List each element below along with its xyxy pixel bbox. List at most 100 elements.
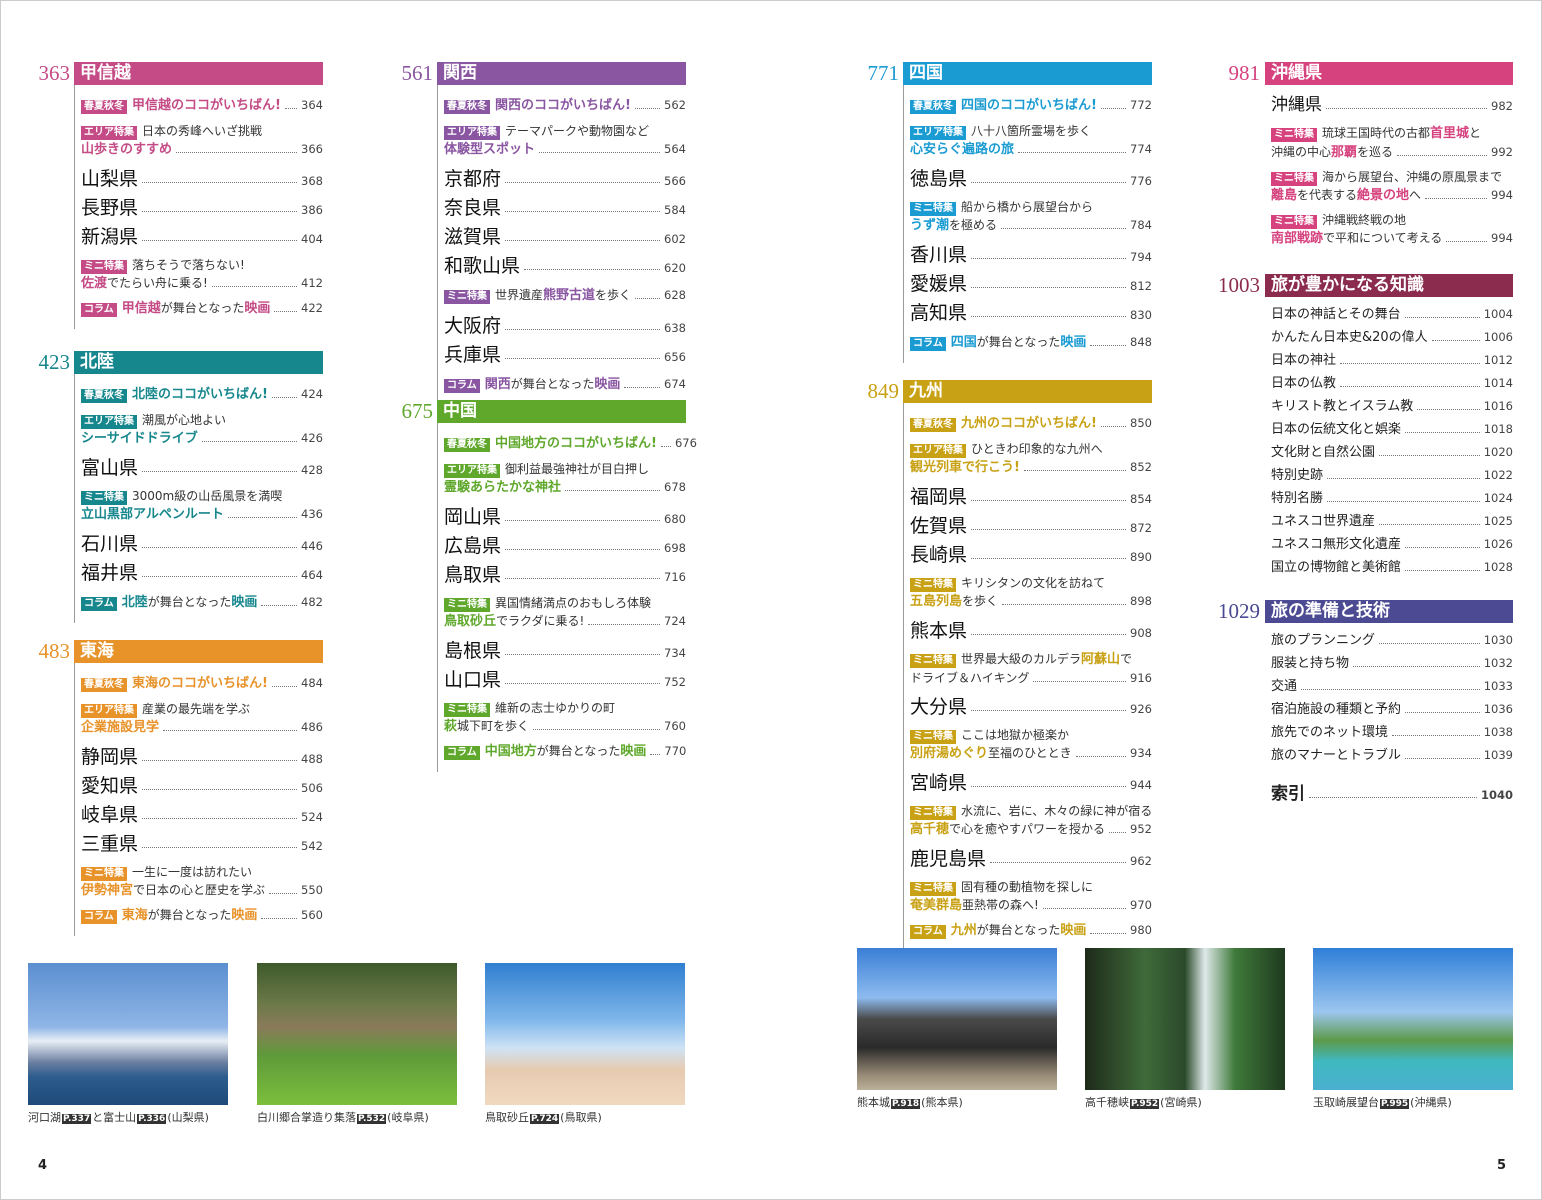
toc-entry[interactable]: コラム 東海 が舞台となった 映画 560: [81, 906, 323, 925]
prefecture-entry[interactable]: 愛媛県 812: [910, 270, 1152, 299]
prefecture-entry[interactable]: 岡山県 680: [444, 503, 686, 532]
toc-entry[interactable]: ユネスコ世界遺産 1025: [1271, 510, 1513, 533]
prefecture-entry[interactable]: 岐阜県 524: [81, 801, 323, 830]
toc-entry[interactable]: ミニ特集 一生に一度は訪れたい 伊勢神宮 で日本の心と歴史を学ぶ 550: [81, 863, 323, 900]
toc-entry[interactable]: コラム 甲信越 が舞台となった 映画 422: [81, 299, 323, 318]
toc-entry[interactable]: ユネスコ無形文化遺産 1026: [1271, 533, 1513, 556]
prefecture-entry[interactable]: 宮崎県 944: [910, 769, 1152, 798]
toc-entry[interactable]: エリア特集 八十八箇所霊場を歩く 心安らぐ遍路の旅 774: [910, 122, 1152, 159]
prefecture-entry[interactable]: 石川県 446: [81, 530, 323, 559]
toc-entry[interactable]: 日本の神話とその舞台 1004: [1271, 303, 1513, 326]
prefecture-entry[interactable]: 和歌山県 620: [444, 252, 686, 281]
section-header[interactable]: 849 九州: [868, 380, 1152, 403]
section-header[interactable]: 1003 旅が豊かになる知識: [1218, 274, 1513, 297]
toc-entry[interactable]: 服装と持ち物 1032: [1271, 652, 1513, 675]
prefecture-entry[interactable]: 山口県 752: [444, 666, 686, 695]
toc-entry[interactable]: 特別名勝 1024: [1271, 487, 1513, 510]
toc-entry[interactable]: エリア特集 産業の最先端を学ぶ 企業施設見学 486: [81, 700, 323, 737]
section-header[interactable]: 981 沖縄県: [1229, 62, 1513, 85]
prefecture-entry[interactable]: 愛知県 506: [81, 772, 323, 801]
prefecture-entry[interactable]: 鹿児島県 962: [910, 845, 1152, 874]
prefecture-entry[interactable]: 高知県 830: [910, 299, 1152, 328]
toc-entry[interactable]: 国立の博物館と美術館 1028: [1271, 556, 1513, 579]
toc-entry[interactable]: ミニ特集 世界最大級のカルデラ 阿蘇山でドライブ＆ハイキング 916: [910, 650, 1152, 687]
toc-entry[interactable]: ミニ特集 落ちそうで落ちない! 佐渡 でたらい舟に乗る! 412: [81, 256, 323, 293]
toc-entry[interactable]: ミニ特集 水流に、岩に、木々の緑に神が宿る 高千穂 で心を癒やすパワーを授かる 952: [910, 802, 1152, 839]
toc-entry[interactable]: 春夏秋冬 北陸のココがいちばん! 424: [81, 385, 323, 404]
prefecture-entry[interactable]: 滋賀県 602: [444, 223, 686, 252]
prefecture-entry[interactable]: 奈良県 584: [444, 194, 686, 223]
toc-entry[interactable]: 春夏秋冬 九州のココがいちばん! 850: [910, 414, 1152, 433]
section-header[interactable]: 423 北陸: [39, 351, 323, 374]
prefecture-entry[interactable]: 三重県 542: [81, 830, 323, 859]
toc-entry[interactable]: 春夏秋冬 四国のココがいちばん! 772: [910, 96, 1152, 115]
toc-entry[interactable]: コラム 中国地方 が舞台となった 映画 770: [444, 742, 686, 761]
toc-entry[interactable]: 春夏秋冬 中国地方のココがいちばん! 676: [444, 434, 697, 453]
toc-entry[interactable]: コラム 四国 が舞台となった 映画 848: [910, 333, 1152, 352]
prefecture-entry[interactable]: 佐賀県 872: [910, 512, 1152, 541]
toc-entry[interactable]: 春夏秋冬 東海のココがいちばん! 484: [81, 674, 323, 693]
prefecture-entry[interactable]: 新潟県 404: [81, 223, 323, 252]
prefecture-entry[interactable]: 長崎県 890: [910, 541, 1152, 570]
prefecture-entry[interactable]: 富山県 428: [81, 454, 323, 483]
section-header[interactable]: 561 関西: [402, 62, 686, 85]
entry-text: 御利益最強神社が目白押し: [505, 462, 650, 476]
toc-entry[interactable]: キリスト教とイスラム教 1016: [1271, 395, 1513, 418]
prefecture-entry[interactable]: 香川県 794: [910, 241, 1152, 270]
prefecture-entry[interactable]: 静岡県 488: [81, 743, 323, 772]
toc-entry[interactable]: 旅先でのネット環境 1038: [1271, 721, 1513, 744]
toc-entry[interactable]: 春夏秋冬 甲信越のココがいちばん! 364: [81, 96, 323, 115]
toc-entry[interactable]: 宿泊施設の種類と予約 1036: [1271, 698, 1513, 721]
entry-title: 奈良県: [444, 197, 502, 219]
toc-entry[interactable]: 旅のプランニング 1030: [1271, 629, 1513, 652]
toc-entry[interactable]: ミニ特集 維新の志士ゆかりの町萩城下町を歩く 760: [444, 699, 686, 736]
toc-entry[interactable]: ミニ特集 キリシタンの文化を訪ねて 五島列島 を歩く 898: [910, 574, 1152, 611]
prefecture-entry[interactable]: 福岡県 854: [910, 483, 1152, 512]
prefecture-entry[interactable]: 京都府 566: [444, 165, 686, 194]
section-header[interactable]: 1029 旅の準備と技術: [1218, 600, 1513, 623]
prefecture-entry[interactable]: 鳥取県 716: [444, 561, 686, 590]
prefecture-entry[interactable]: 徳島県 776: [910, 165, 1152, 194]
toc-entry[interactable]: ミニ特集 沖縄戦終戦の地 南部戦跡 で平和について考える 994: [1271, 211, 1513, 248]
section-header[interactable]: 483 東海: [39, 640, 323, 663]
toc-entry[interactable]: 特別史跡 1022: [1271, 464, 1513, 487]
toc-entry[interactable]: コラム 九州 が舞台となった 映画 980: [910, 921, 1152, 940]
prefecture-entry[interactable]: 大分県 926: [910, 693, 1152, 722]
prefecture-entry[interactable]: 兵庫県 656: [444, 341, 686, 370]
toc-entry[interactable]: ミニ特集 海から展望台、沖縄の原風景まで 離島 を代表する 絶景の地へ 994: [1271, 168, 1513, 205]
toc-entry[interactable]: コラム 北陸 が舞台となった 映画 482: [81, 593, 323, 612]
toc-entry[interactable]: エリア特集 潮風が心地よい シーサイドドライブ 426: [81, 411, 323, 448]
section-header[interactable]: 363 甲信越: [39, 62, 323, 85]
toc-entry[interactable]: ミニ特集 世界遺産 熊野古道 を歩く 628: [444, 286, 686, 305]
toc-entry[interactable]: ミニ特集 琉球王国時代の古都 首里城と沖縄の中心 那覇 を巡る 992: [1271, 124, 1513, 162]
toc-entry[interactable]: 交通 1033: [1271, 675, 1513, 698]
toc-entry[interactable]: ミニ特集 3000m級の山岳風景を満喫 立山黒部アルペンルート 436: [81, 487, 323, 524]
prefecture-entry[interactable]: 福井県 464: [81, 559, 323, 588]
section-header[interactable]: 771 四国: [868, 62, 1152, 85]
prefecture-entry[interactable]: 熊本県 908: [910, 617, 1152, 646]
toc-entry[interactable]: エリア特集 テーマパークや動物園など 体験型スポット 564: [444, 122, 686, 159]
toc-entry[interactable]: エリア特集 日本の秀峰へいざ挑戦 山歩きのすすめ 366: [81, 122, 323, 159]
toc-entry[interactable]: 日本の神社 1012: [1271, 349, 1513, 372]
prefecture-entry[interactable]: 長野県 386: [81, 194, 323, 223]
toc-entry[interactable]: 索引 1040: [1271, 781, 1513, 808]
toc-entry[interactable]: ミニ特集 異国情緒満点のおもしろ体験 鳥取砂丘 でラクダに乗る! 724: [444, 594, 686, 631]
toc-entry[interactable]: 文化財と自然公園 1020: [1271, 441, 1513, 464]
toc-entry[interactable]: ミニ特集 固有種の動植物を探しに 奄美群島 亜熱帯の森へ! 970: [910, 878, 1152, 915]
prefecture-entry[interactable]: 島根県 734: [444, 637, 686, 666]
toc-entry[interactable]: 日本の仏教 1014: [1271, 372, 1513, 395]
toc-entry[interactable]: 日本の伝統文化と娯楽 1018: [1271, 418, 1513, 441]
section-header[interactable]: 675 中国: [402, 400, 686, 423]
toc-entry[interactable]: 旅のマナーとトラブル 1039: [1271, 744, 1513, 767]
toc-entry[interactable]: コラム 関西 が舞台となった 映画 674: [444, 375, 686, 394]
prefecture-entry[interactable]: 広島県 698: [444, 532, 686, 561]
toc-entry[interactable]: ミニ特集 船から橋から展望台から うず潮 を極める 784: [910, 198, 1152, 235]
toc-entry[interactable]: ミニ特集 ここは地獄か極楽か 別府湯めぐり 至福のひととき 934: [910, 726, 1152, 763]
prefecture-entry[interactable]: 沖縄県 982: [1271, 91, 1513, 120]
toc-entry[interactable]: エリア特集 御利益最強神社が目白押し 霊験あらたかな神社 678: [444, 460, 686, 497]
toc-entry[interactable]: かんたん日本史&20の偉人 1006: [1271, 326, 1513, 349]
toc-entry[interactable]: 春夏秋冬 関西のココがいちばん! 562: [444, 96, 686, 115]
toc-entry[interactable]: エリア特集 ひときわ印象的な九州へ 観光列車で行こう! 852: [910, 440, 1152, 477]
prefecture-entry[interactable]: 山梨県 368: [81, 165, 323, 194]
prefecture-entry[interactable]: 大阪府 638: [444, 312, 686, 341]
